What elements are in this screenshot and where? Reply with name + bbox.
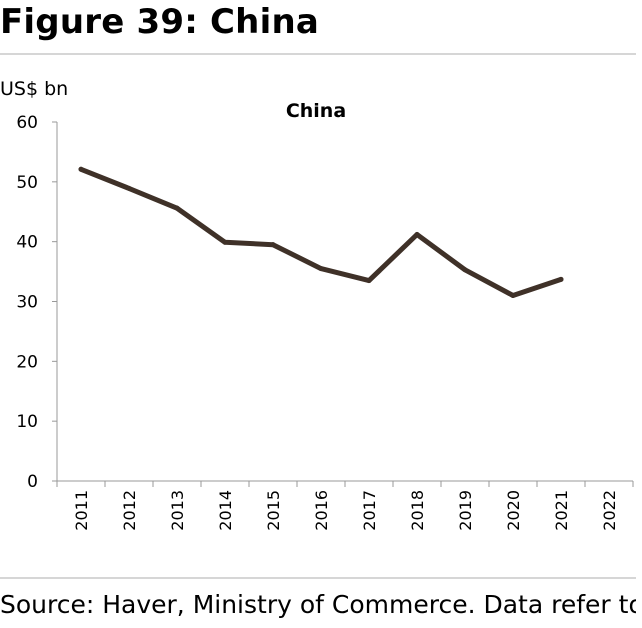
- x-tick-label: 2017: [360, 490, 379, 531]
- top-divider: [0, 53, 636, 55]
- y-tick-label: 10: [16, 412, 38, 432]
- data-point: [318, 266, 324, 272]
- axes: [56, 122, 633, 482]
- y-tick-label: 40: [16, 233, 38, 253]
- figure-title: Figure 39: China: [0, 2, 319, 42]
- y-tick-label: 60: [16, 113, 38, 133]
- series-line: [78, 166, 564, 298]
- x-tick-label: 2014: [216, 490, 235, 531]
- y-tick-label: 30: [16, 293, 38, 313]
- x-tick-label: 2021: [552, 490, 571, 531]
- x-tick-label: 2019: [456, 490, 475, 531]
- x-tick-label: 2016: [312, 490, 331, 531]
- series-group: [78, 166, 564, 299]
- x-tick-label: 2013: [168, 490, 187, 531]
- data-point: [414, 231, 420, 237]
- source-note: Source: Haver, Ministry of Commerce. Dat…: [0, 590, 636, 619]
- x-tick-label: 2020: [504, 490, 523, 531]
- bottom-divider: [0, 577, 636, 579]
- x-tick-label: 2011: [72, 490, 91, 531]
- data-point: [78, 166, 84, 172]
- data-point: [558, 276, 564, 282]
- x-tick-label: 2012: [120, 490, 139, 531]
- data-point: [366, 278, 372, 284]
- y-axis-ticks: 0 10 20 30 40 50 60: [16, 113, 57, 492]
- x-tick-label: 2022: [600, 490, 619, 531]
- data-point: [510, 293, 516, 299]
- x-tick-label: 2015: [264, 490, 283, 531]
- y-tick-label: 0: [27, 472, 38, 492]
- x-axis-ticks: 2011 2012 2013 2014 2015 2016 2017 2018 2019 2020…: [56, 481, 634, 531]
- x-tick-label: 2018: [408, 490, 427, 531]
- y-tick-label: 50: [16, 173, 38, 193]
- chart-title: China: [286, 100, 346, 122]
- data-point: [222, 239, 228, 245]
- data-point: [270, 242, 276, 248]
- y-tick-label: 20: [16, 352, 38, 372]
- y-axis-label: US$ bn: [0, 78, 68, 100]
- data-point: [462, 267, 468, 273]
- data-point: [174, 205, 180, 211]
- data-point: [126, 185, 132, 191]
